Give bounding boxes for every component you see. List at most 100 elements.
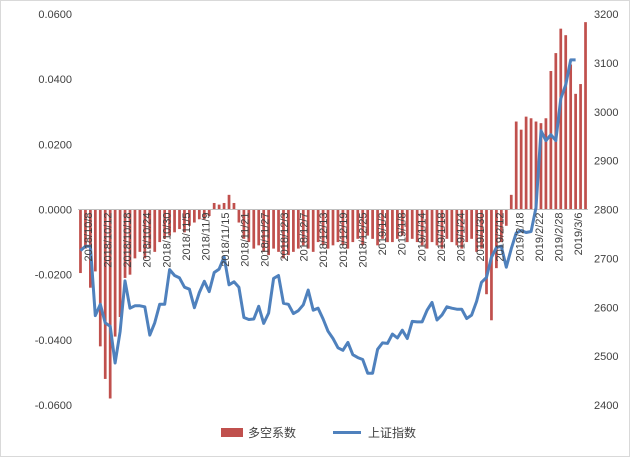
bar bbox=[277, 209, 280, 252]
x-tick-label: 2019/3/6 bbox=[573, 213, 585, 256]
bar bbox=[123, 209, 127, 278]
bar bbox=[499, 209, 503, 243]
right-tick-label: 3000 bbox=[594, 107, 618, 119]
bar bbox=[197, 209, 201, 220]
bar bbox=[133, 209, 137, 259]
bar bbox=[262, 209, 266, 252]
x-tick-label: 2019/2/22 bbox=[534, 213, 546, 262]
bar bbox=[227, 194, 231, 210]
bar bbox=[296, 209, 300, 249]
bar bbox=[257, 209, 261, 246]
left-tick-label: 0.0400 bbox=[38, 74, 72, 86]
bar bbox=[564, 35, 568, 210]
bar bbox=[509, 194, 513, 210]
right-tick-label: 2400 bbox=[594, 400, 618, 412]
left-tick-label: -0.0600 bbox=[35, 400, 72, 412]
bar bbox=[178, 209, 181, 230]
bar bbox=[400, 209, 404, 236]
bar bbox=[212, 202, 216, 210]
x-tick-label: 2018/10/24 bbox=[142, 213, 154, 268]
bar bbox=[192, 209, 196, 223]
bar bbox=[366, 209, 370, 236]
bar bbox=[183, 209, 186, 233]
bar bbox=[188, 209, 191, 226]
x-tick-label: 2018/12/7 bbox=[299, 213, 311, 262]
bar bbox=[569, 64, 573, 210]
bar bbox=[113, 209, 117, 337]
bar bbox=[361, 209, 365, 246]
bar bbox=[316, 209, 320, 243]
bar bbox=[306, 209, 310, 249]
x-tick-label: 2018/11/27 bbox=[259, 213, 271, 267]
bar bbox=[153, 209, 157, 252]
left-axis: -0.0600 -0.0400 -0.0200 0.0000 0.0200 0.0400 0… bbox=[35, 9, 72, 412]
bar bbox=[396, 209, 399, 239]
bar bbox=[539, 123, 543, 210]
bar bbox=[272, 209, 275, 249]
right-tick-label: 2900 bbox=[594, 156, 618, 168]
x-tick-label: 2018/11/15 bbox=[220, 213, 232, 267]
bar bbox=[351, 209, 355, 243]
bar bbox=[93, 209, 97, 272]
bar bbox=[584, 22, 587, 210]
x-tick-label: 2019/1/18 bbox=[436, 213, 448, 262]
bar bbox=[371, 209, 374, 239]
right-tick-label: 2600 bbox=[594, 302, 618, 314]
bar bbox=[207, 209, 211, 217]
x-tick-label: 2018/10/18 bbox=[122, 213, 134, 268]
bar bbox=[410, 209, 414, 239]
bar bbox=[460, 209, 464, 249]
x-tick-label: 2018/12/13 bbox=[318, 213, 330, 268]
bar bbox=[574, 93, 577, 210]
x-tick-label: 2018/11/5 bbox=[181, 213, 193, 261]
bar bbox=[440, 209, 444, 249]
bar bbox=[504, 209, 508, 226]
bar bbox=[534, 121, 538, 210]
bar bbox=[321, 209, 325, 246]
bar bbox=[425, 209, 429, 249]
legend-label-line: 上证指数 bbox=[368, 425, 416, 440]
bar bbox=[485, 209, 488, 295]
bar bbox=[331, 209, 335, 246]
bar bbox=[138, 209, 142, 252]
bar bbox=[202, 209, 206, 220]
bar bbox=[232, 202, 236, 210]
right-tick-label: 2700 bbox=[594, 253, 618, 265]
bar bbox=[420, 209, 424, 246]
bar bbox=[391, 209, 394, 243]
bar bbox=[143, 209, 147, 259]
x-tick-label: 2019/2/12 bbox=[495, 213, 507, 262]
x-tick-label: 2018/12/3 bbox=[279, 213, 291, 262]
x-tick-label: 2018/11/9 bbox=[201, 213, 213, 261]
x-axis: 2018/10/8 2018/10/12 2018/10/18 2018/10/24 2… bbox=[83, 212, 585, 267]
bar bbox=[455, 209, 459, 246]
x-tick-label: 2019/1/30 bbox=[475, 212, 487, 261]
bar bbox=[524, 116, 528, 210]
left-tick-label: -0.0200 bbox=[35, 270, 72, 282]
bar bbox=[163, 209, 167, 239]
bar bbox=[311, 209, 315, 252]
bar bbox=[430, 209, 434, 243]
left-tick-label: 0.0600 bbox=[38, 9, 72, 21]
bar bbox=[519, 129, 523, 210]
x-tick-label: 2018/12/25 bbox=[357, 213, 369, 268]
bar-series bbox=[79, 22, 587, 399]
right-tick-label: 3100 bbox=[594, 58, 618, 70]
bar bbox=[301, 209, 305, 246]
bar bbox=[356, 209, 360, 239]
right-tick-label: 2500 bbox=[594, 351, 618, 363]
bar bbox=[217, 204, 221, 210]
bar bbox=[252, 209, 256, 249]
line-path bbox=[79, 58, 576, 375]
bar bbox=[168, 209, 171, 236]
x-tick-label: 2018/11/21 bbox=[240, 213, 252, 267]
bar bbox=[103, 209, 107, 379]
bar bbox=[336, 209, 340, 243]
line-series bbox=[79, 58, 576, 375]
bar bbox=[158, 209, 162, 243]
bar bbox=[287, 209, 290, 256]
right-axis: 2400 2500 2600 2700 2800 2900 3000 3100 3200 bbox=[594, 9, 618, 412]
left-tick-label: 0.0200 bbox=[38, 139, 72, 151]
